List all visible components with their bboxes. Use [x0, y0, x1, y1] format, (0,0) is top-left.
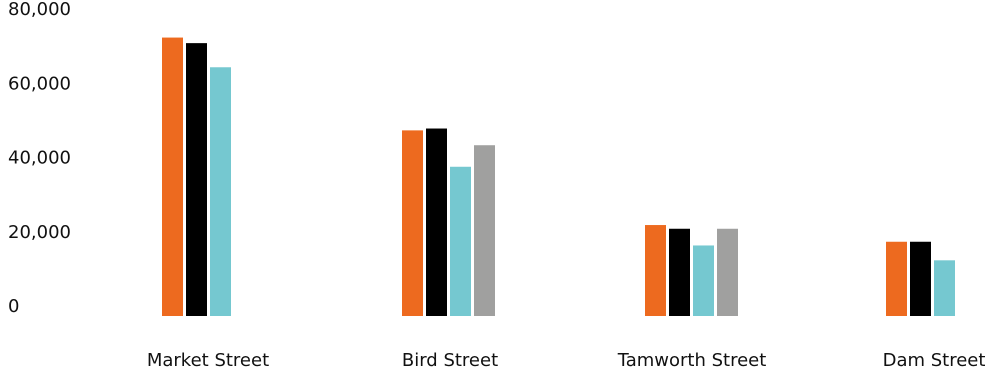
y-tick-label: 20,000 — [8, 222, 71, 243]
bar-tamworth-street-series-3 — [693, 245, 714, 316]
x-axis-ticks: Market Street Bird Street Tamworth Street D… — [147, 350, 986, 371]
bar-tamworth-street-series-1 — [645, 225, 666, 316]
x-tick-label: Market Street — [147, 350, 269, 371]
x-tick-label: Bird Street — [402, 350, 498, 371]
bar-tamworth-street-series-4 — [717, 228, 738, 316]
bar-bird-street-series-3 — [450, 166, 471, 316]
y-tick-label: 80,000 — [8, 0, 71, 20]
x-tick-label: Tamworth Street — [617, 350, 767, 371]
bar-dam-street-series-2 — [910, 241, 931, 316]
bar-bird-street-series-2 — [426, 128, 447, 316]
bar-dam-street-series-1 — [886, 241, 907, 316]
y-tick-label: 40,000 — [8, 148, 71, 169]
bar-market-street-series-2 — [186, 43, 207, 316]
bar-tamworth-street-series-2 — [669, 228, 690, 316]
bar-market-street-series-3 — [210, 67, 231, 316]
bar-market-street-series-1 — [162, 37, 183, 316]
bar-dam-street-series-3 — [934, 260, 955, 316]
y-axis-ticks: 0 20,000 40,000 60,000 80,000 — [8, 0, 71, 317]
x-tick-label: Dam Street — [883, 350, 986, 371]
bar-bird-street-series-1 — [402, 130, 423, 316]
bars-group — [162, 37, 955, 316]
bar-bird-street-series-4 — [474, 145, 495, 316]
y-tick-label: 0 — [8, 296, 19, 317]
y-tick-label: 60,000 — [8, 73, 71, 94]
